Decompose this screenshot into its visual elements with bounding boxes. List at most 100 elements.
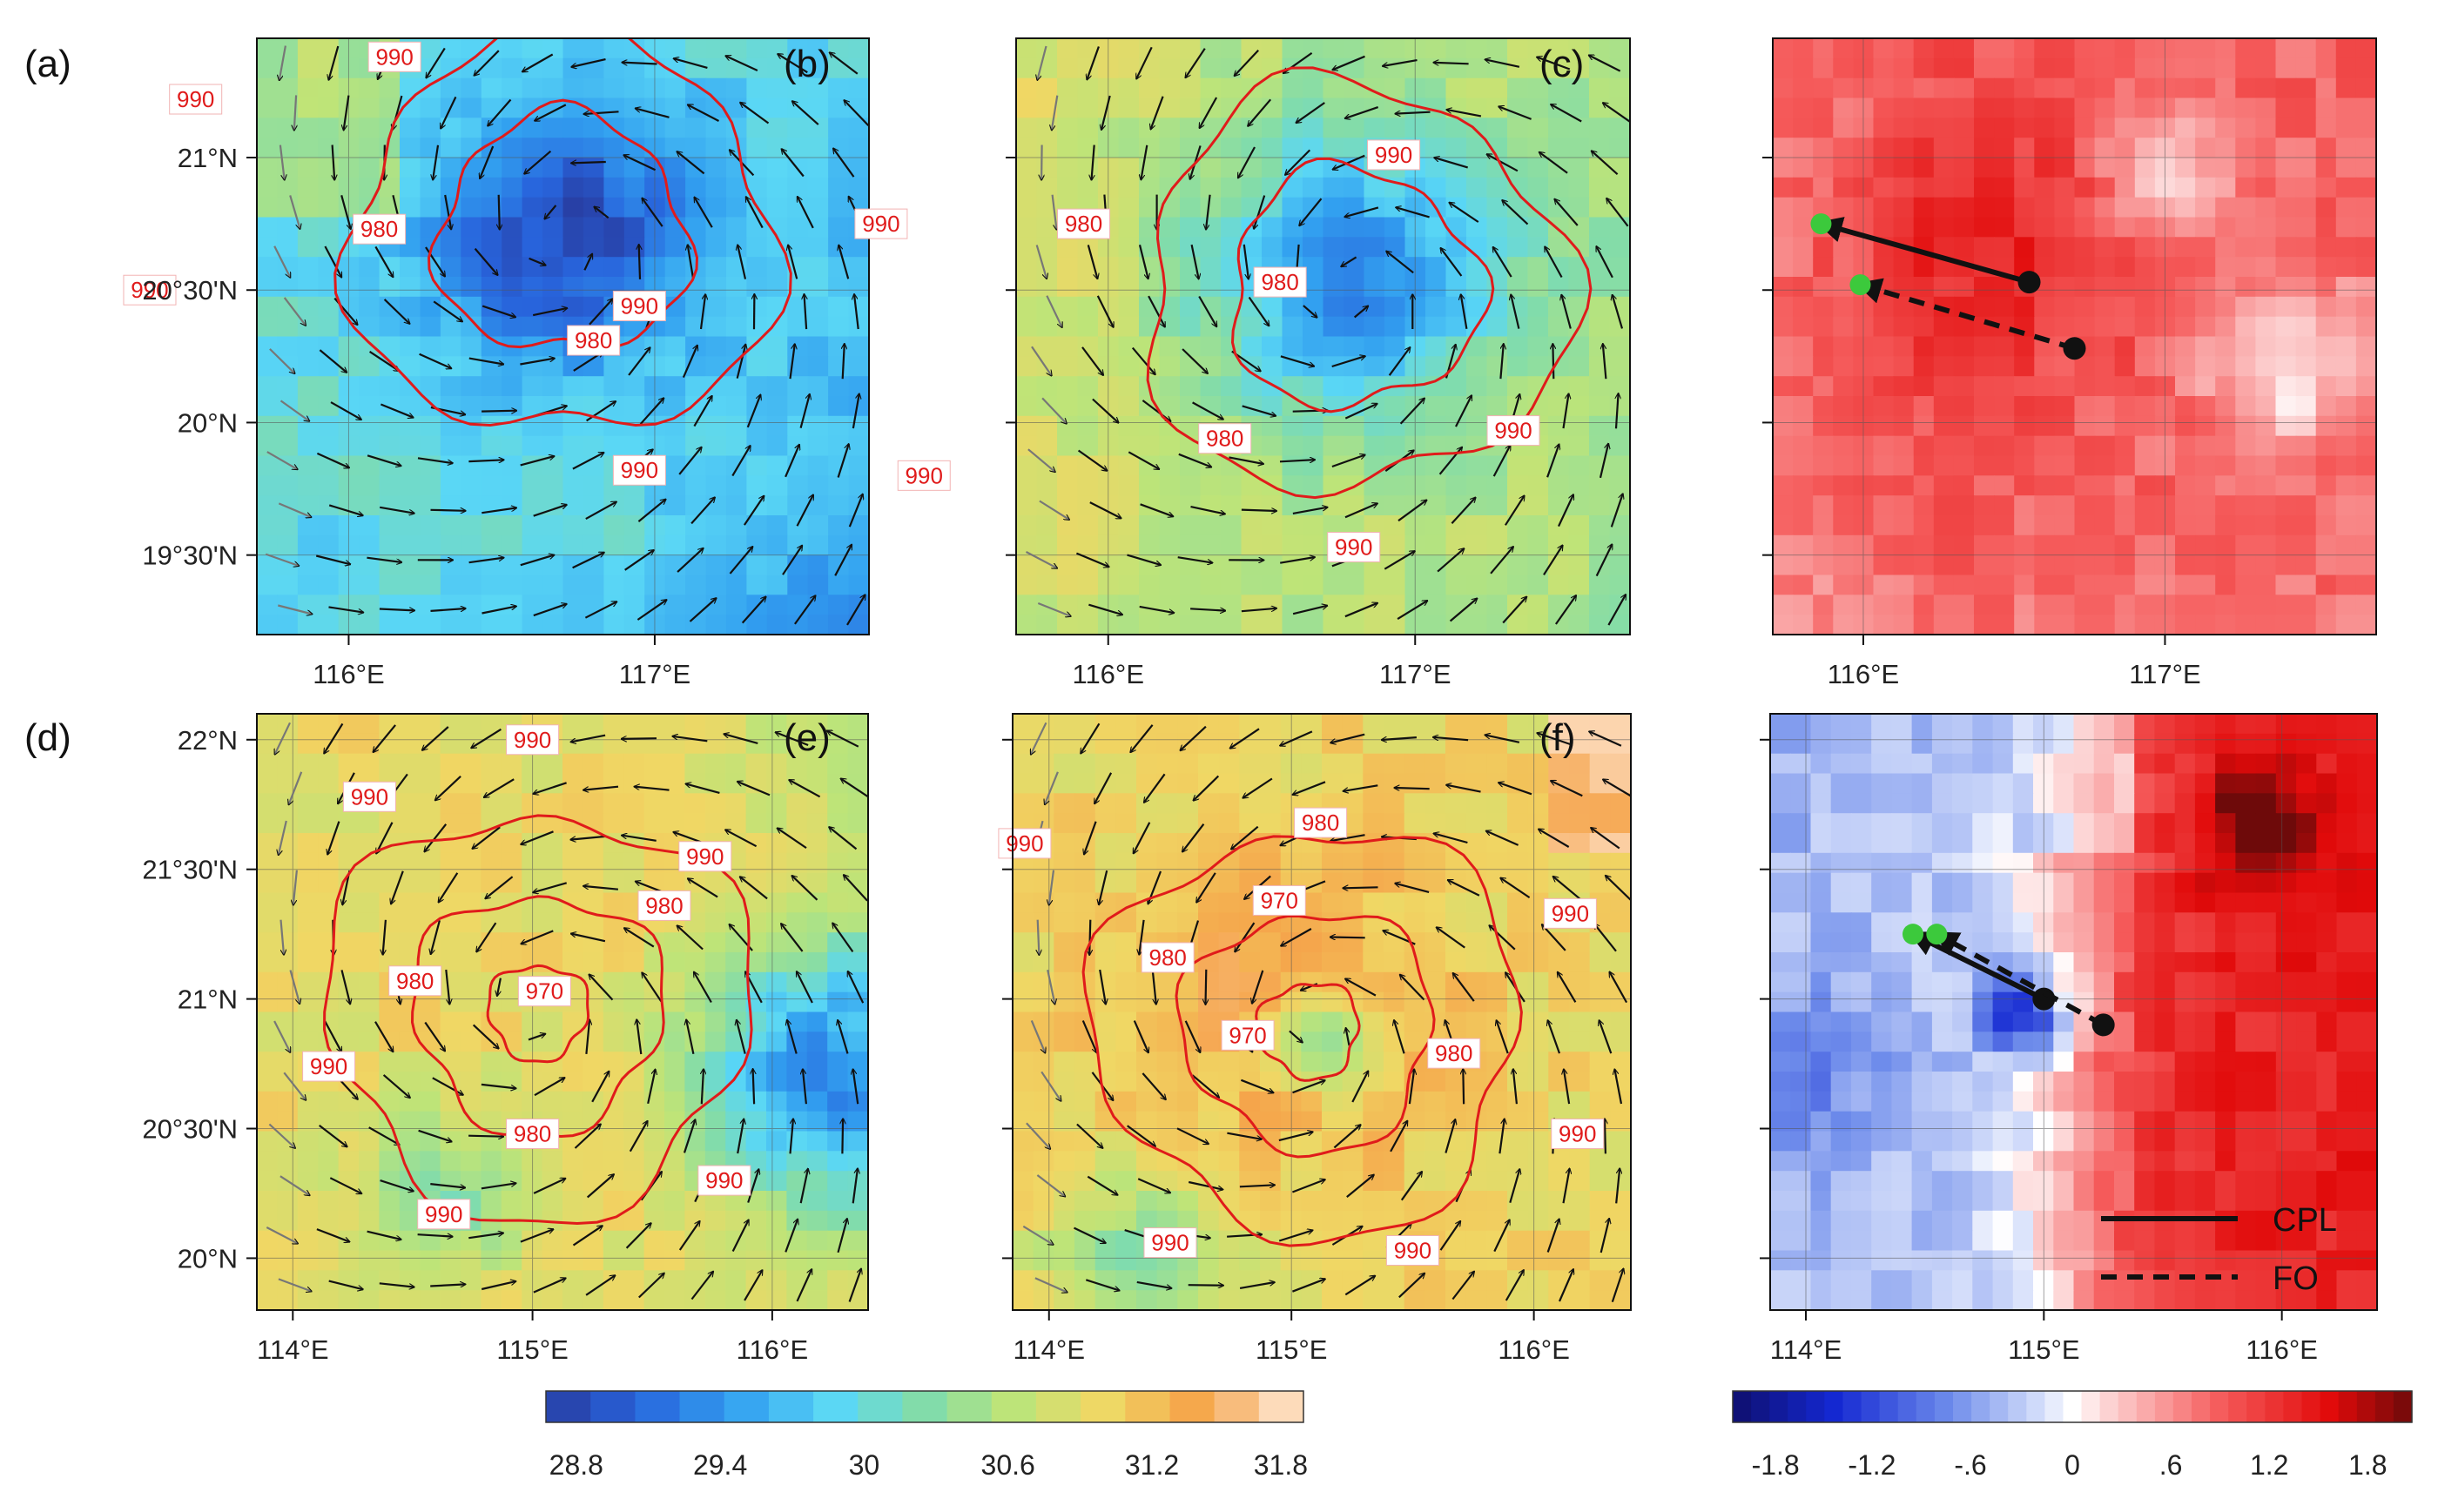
wind-arrow [520, 1229, 554, 1243]
wind-arrow [1133, 1020, 1148, 1053]
wind-arrow [1542, 924, 1566, 951]
wind-arrow [583, 785, 619, 790]
wind-arrow [1613, 295, 1624, 329]
colorbar-bin [1214, 1391, 1260, 1422]
wind-arrow [1558, 494, 1573, 528]
wind-arrow [1278, 1132, 1313, 1142]
colorbar-bin [2044, 1391, 2064, 1422]
wind-arrow [1451, 1272, 1474, 1300]
x-tick-label: 116°E [1073, 659, 1145, 689]
wind-arrow [1499, 344, 1503, 380]
wind-arrow [623, 155, 657, 171]
wind-arrow [497, 978, 502, 997]
wind-arrow [1089, 501, 1121, 520]
wind-arrow [1353, 306, 1369, 319]
wind-arrow [1341, 256, 1357, 266]
wind-arrow [1554, 199, 1579, 226]
svg-text:990: 990 [621, 292, 658, 319]
colorbar-bin [2099, 1391, 2119, 1422]
wind-arrow [624, 928, 655, 948]
wind-arrow [1513, 1069, 1518, 1105]
y-tick-label: 20°N [178, 407, 238, 438]
wind-arrow [1052, 95, 1059, 131]
wind-arrow [1346, 1175, 1374, 1198]
wind-arrow [781, 924, 804, 952]
wind-arrow [278, 502, 311, 517]
wind-arrow [474, 247, 498, 276]
wind-arrow [642, 198, 663, 227]
wind-arrow [637, 500, 665, 522]
wind-arrow [585, 1019, 589, 1055]
wind-arrow [1344, 603, 1377, 618]
contour-label-990: 990 [854, 208, 908, 239]
wind-arrow [1242, 405, 1276, 415]
wind-arrow [1280, 557, 1315, 564]
panel-f: CPL FO 114°E 115°E 116°E (f) [1539, 713, 2378, 1365]
wind-arrow [702, 1069, 704, 1105]
wind-arrow [468, 357, 504, 365]
track-cpl [1815, 217, 2031, 285]
colorbar-bin [2192, 1391, 2211, 1422]
wind-arrow [1038, 919, 1040, 955]
wind-arrow [431, 920, 441, 954]
wind-arrow [570, 734, 606, 743]
svg-text:990: 990 [1335, 534, 1372, 561]
wind-arrow [1394, 1020, 1405, 1054]
wind-arrow [1511, 294, 1520, 329]
wind-arrow [1500, 878, 1531, 899]
wind-arrow [1489, 925, 1516, 951]
wind-arrow [647, 1069, 655, 1105]
wind-arrow [844, 875, 868, 902]
wind-arrow [1433, 63, 1469, 64]
contour-label-990: 990 [1385, 1235, 1439, 1266]
wind-arrow [488, 98, 512, 126]
wind-arrow [1493, 1220, 1510, 1253]
wind-arrow [740, 877, 768, 900]
wind-arrow [367, 1230, 401, 1240]
wind-arrow [583, 254, 592, 271]
wind-arrow [583, 886, 619, 890]
wind-arrow [1132, 822, 1151, 854]
wind-arrow [533, 1278, 566, 1294]
contour-label-980: 980 [388, 965, 442, 997]
y-tick-label: 20°30'N [142, 275, 238, 306]
wind-arrow [1611, 1268, 1624, 1303]
wind-arrow [520, 456, 555, 467]
wind-arrow [572, 551, 604, 569]
wind-arrow [368, 350, 400, 371]
wind-arrow [445, 969, 449, 1005]
track-end-cpl [1903, 924, 1923, 945]
wind-arrow [1537, 57, 1571, 71]
svg-text:980: 980 [645, 892, 683, 918]
wind-arrow [426, 47, 446, 77]
wind-arrow [1285, 149, 1311, 175]
wind-arrow [1562, 1168, 1570, 1204]
wind-arrow [289, 195, 300, 229]
wind-arrow [834, 545, 853, 576]
wind-arrow [1344, 503, 1377, 519]
wind-arrow [796, 197, 814, 229]
wind-arrow [1182, 823, 1205, 852]
wind-arrow [1254, 195, 1266, 229]
wind-arrow [639, 398, 664, 425]
wind-arrow [753, 1069, 755, 1105]
svg-text:980: 980 [360, 216, 398, 242]
wind-arrow [1096, 295, 1115, 327]
wind-arrow [1544, 246, 1563, 279]
wind-arrow [1230, 728, 1260, 749]
svg-text:990: 990 [351, 783, 388, 810]
colorbar-bin [2063, 1391, 2083, 1422]
wind-arrow [1502, 596, 1526, 624]
wind-arrow [1248, 296, 1270, 326]
wind-arrow [1278, 1230, 1313, 1242]
isobar-980 [1175, 914, 1436, 1159]
svg-text:990: 990 [310, 1053, 347, 1079]
contour-label-980: 980 [1427, 1038, 1481, 1069]
wind-arrow [529, 257, 546, 265]
colorbar-bin [2228, 1391, 2247, 1422]
wind-arrow [1346, 1028, 1350, 1046]
wind-arrow [725, 56, 758, 71]
wind-arrow [476, 922, 497, 951]
wind-arrow [1151, 96, 1164, 130]
wind-arrow [1139, 919, 1145, 955]
